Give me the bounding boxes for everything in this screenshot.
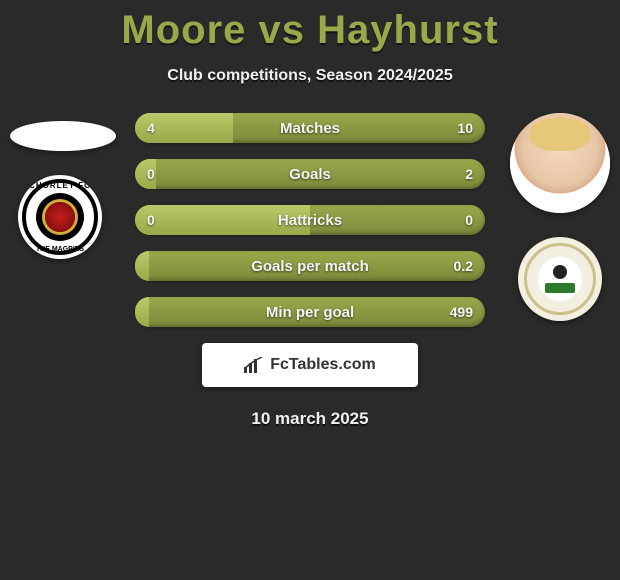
player1-club-badge: CHORLEY FC THE MAGPIES <box>18 175 102 259</box>
club1-text-bottom: THE MAGPIES <box>18 246 102 253</box>
stat-row-goals: 0 Goals 2 <box>135 159 485 189</box>
bar-chart-icon <box>244 357 264 373</box>
player2-club-badge <box>518 237 602 321</box>
player1-avatar <box>10 121 116 151</box>
brand-footer[interactable]: FcTables.com <box>202 343 418 387</box>
date-text: 10 march 2025 <box>10 409 610 429</box>
stat-right-value: 499 <box>450 297 473 327</box>
stat-label: Matches <box>135 113 485 143</box>
stat-right-value: 0.2 <box>454 251 473 281</box>
stat-row-min-per-goal: Min per goal 499 <box>135 297 485 327</box>
stat-label: Goals <box>135 159 485 189</box>
stat-row-hattricks: 0 Hattricks 0 <box>135 205 485 235</box>
stat-label: Goals per match <box>135 251 485 281</box>
stat-label: Hattricks <box>135 205 485 235</box>
player1-name: Moore <box>121 8 246 52</box>
stat-label: Min per goal <box>135 297 485 327</box>
comparison-content: CHORLEY FC THE MAGPIES 4 Matches <box>0 113 620 429</box>
stat-row-goals-per-match: Goals per match 0.2 <box>135 251 485 281</box>
player-left-column: CHORLEY FC THE MAGPIES <box>10 113 110 259</box>
player2-face-icon <box>510 113 610 213</box>
chorley-badge-icon: CHORLEY FC THE MAGPIES <box>18 175 102 259</box>
stat-right-value: 2 <box>465 159 473 189</box>
player2-avatar <box>510 113 610 213</box>
player-right-column <box>510 113 610 321</box>
brand-text: FcTables.com <box>270 356 376 374</box>
player2-name: Hayhurst <box>317 8 498 52</box>
club1-text-top: CHORLEY FC <box>18 181 102 190</box>
stats-bars: 4 Matches 10 0 Goals 2 0 Hattricks 0 Goa… <box>135 113 485 327</box>
fylde-badge-icon <box>518 237 602 321</box>
subtitle: Club competitions, Season 2024/2025 <box>0 67 620 85</box>
stat-right-value: 0 <box>465 205 473 235</box>
page-title: Moore vs Hayhurst <box>0 0 620 53</box>
stat-row-matches: 4 Matches 10 <box>135 113 485 143</box>
stat-right-value: 10 <box>457 113 473 143</box>
vs-text: vs <box>259 8 306 52</box>
